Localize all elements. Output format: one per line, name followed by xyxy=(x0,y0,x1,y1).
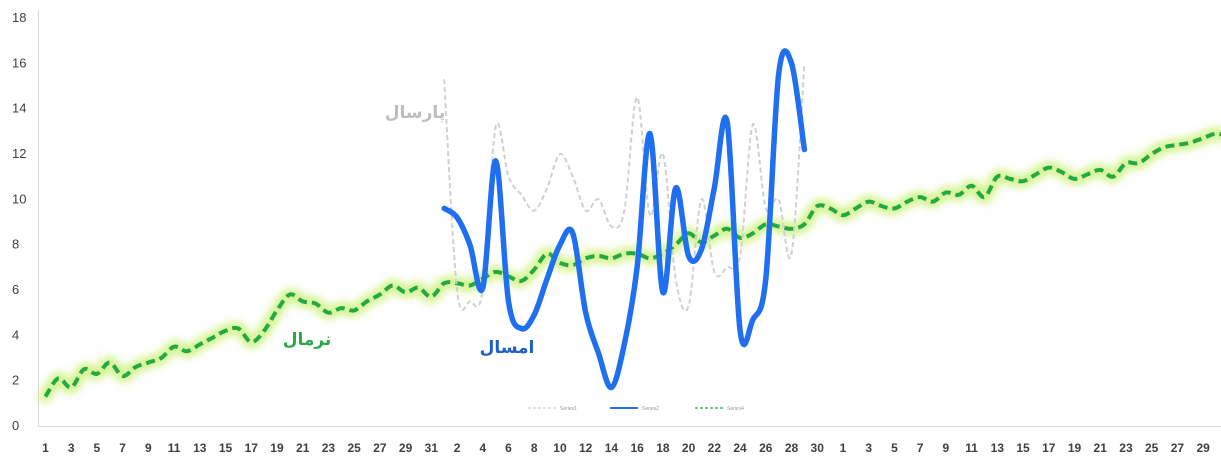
series-line-series4 xyxy=(43,131,1221,398)
x-tick-label: 19 xyxy=(270,441,284,454)
x-tick-label: 15 xyxy=(219,441,233,454)
y-tick-label: 4 xyxy=(12,327,19,342)
x-tick-label: 10 xyxy=(553,441,567,454)
x-tick-label: 29 xyxy=(1196,441,1210,454)
y-tick-label: 8 xyxy=(12,237,19,252)
x-tick-label: 4 xyxy=(479,441,486,454)
x-tick-label: 25 xyxy=(1145,441,1159,454)
x-tick-label: 12 xyxy=(579,441,593,454)
legend-label: Series2 xyxy=(642,406,659,412)
x-tick-label: 28 xyxy=(785,441,799,454)
x-tick-label: 17 xyxy=(245,441,259,454)
x-tick-label: 23 xyxy=(1119,441,1133,454)
x-tick-label: 23 xyxy=(322,441,336,454)
y-tick-label: 16 xyxy=(12,55,26,70)
x-tick-label: 13 xyxy=(991,441,1005,454)
x-tick-label: 9 xyxy=(943,441,950,454)
x-tick-label: 26 xyxy=(759,441,773,454)
x-tick-label: 17 xyxy=(1042,441,1056,454)
x-tick-label: 14 xyxy=(605,441,619,454)
x-tick-label: 24 xyxy=(733,441,747,454)
x-tick-label: 25 xyxy=(347,441,361,454)
annotation-last-year: پارسال xyxy=(385,103,445,123)
x-tick-label: 20 xyxy=(682,441,696,454)
legend-label: Series4 xyxy=(727,406,744,412)
x-tick-label: 6 xyxy=(505,441,512,454)
x-tick-label: 5 xyxy=(891,441,898,454)
x-tick-label: 29 xyxy=(399,441,413,454)
y-tick-label: 6 xyxy=(12,282,19,297)
y-tick-label: 14 xyxy=(12,101,26,116)
x-tick-label: 5 xyxy=(94,441,101,454)
x-tick-label: 16 xyxy=(630,441,644,454)
x-tick-label: 2 xyxy=(454,441,461,454)
x-tick-label: 31 xyxy=(425,441,439,454)
x-tick-label: 27 xyxy=(1171,441,1185,454)
x-tick-label: 22 xyxy=(708,441,722,454)
x-tick-label: 1 xyxy=(42,441,49,454)
x-tick-label: 11 xyxy=(965,441,978,454)
y-tick-label: 10 xyxy=(12,191,26,206)
x-tick-label: 13 xyxy=(193,441,207,454)
x-tick-label: 7 xyxy=(119,441,126,454)
x-tick-label: 18 xyxy=(656,441,670,454)
x-tick-label: 9 xyxy=(145,441,152,454)
x-tick-label: 30 xyxy=(811,441,825,454)
series-glow xyxy=(38,127,1221,403)
y-tick-label: 12 xyxy=(12,146,26,161)
x-tick-label: 3 xyxy=(865,441,872,454)
y-tick-label: 18 xyxy=(12,10,26,25)
x-tick-label: 19 xyxy=(1068,441,1082,454)
annotation-normal: نرمال xyxy=(283,330,332,350)
y-tick-label: 2 xyxy=(12,373,19,388)
x-tick-label: 27 xyxy=(373,441,387,454)
x-tick-label: 7 xyxy=(917,441,924,454)
x-tick-label: 21 xyxy=(1094,441,1108,454)
x-tick-label: 1 xyxy=(840,441,847,454)
legend-label: Series1 xyxy=(560,406,577,412)
series-line-series2 xyxy=(441,48,808,391)
y-tick-label: 0 xyxy=(12,418,19,433)
x-tick-label: 11 xyxy=(168,441,181,454)
x-tick-label: 15 xyxy=(1016,441,1030,454)
x-tick-label: 8 xyxy=(531,441,538,454)
x-tick-label: 21 xyxy=(296,441,310,454)
x-tick-label: 3 xyxy=(68,441,75,454)
annotation-this-year: امسال xyxy=(480,338,535,358)
legend: Series1 Series2 Series4 xyxy=(528,406,744,412)
